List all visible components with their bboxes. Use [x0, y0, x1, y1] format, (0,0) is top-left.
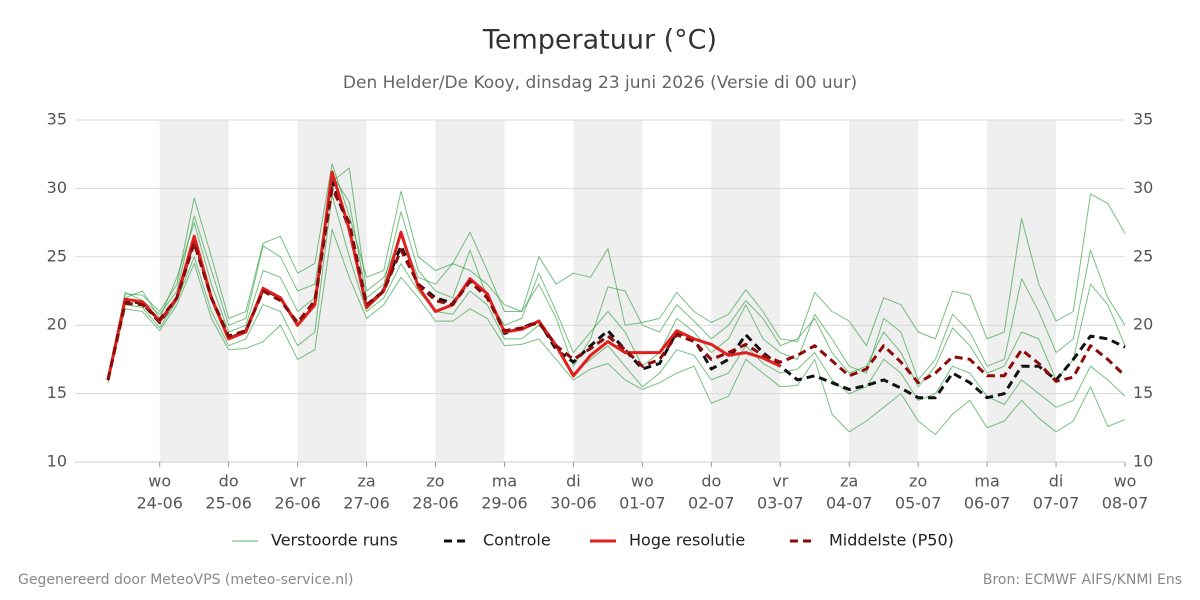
- y2-tick-label: 10: [1133, 452, 1153, 471]
- x-tick-date: 03-07: [757, 494, 804, 513]
- ensemble-line: [107, 194, 1126, 408]
- x-tick-weekday: do: [701, 472, 721, 491]
- x-tick-weekday: wo: [1114, 472, 1137, 491]
- footer-right: Bron: ECMWF AIFS/KNMI Ens: [983, 572, 1182, 588]
- y-tick-label: 10: [47, 452, 67, 471]
- y-tick-label: 20: [47, 315, 67, 334]
- x-tick-weekday: do: [219, 472, 239, 491]
- chart-title: Temperatuur (°C): [482, 25, 717, 56]
- x-tick-date: 25-06: [205, 494, 252, 513]
- day-band: [849, 120, 919, 462]
- legend-label: Verstoorde runs: [271, 531, 398, 550]
- y2-tick-label: 15: [1133, 383, 1153, 402]
- x-tick-date: 06-07: [964, 494, 1011, 513]
- x-tick-weekday: zo: [909, 472, 927, 491]
- ensemble-line: [107, 174, 1126, 381]
- x-tick-weekday: wo: [148, 472, 171, 491]
- y-tick-label: 25: [47, 246, 67, 265]
- y-tick-label: 30: [47, 178, 67, 197]
- legend-label: Hoge resolutie: [629, 531, 745, 550]
- x-tick-date: 04-07: [826, 494, 873, 513]
- x-tick-date: 29-06: [481, 494, 528, 513]
- day-band: [711, 120, 781, 462]
- ensemble-line: [107, 167, 1126, 388]
- footer-left: Gegenereerd door MeteoVPS (meteo-service…: [18, 572, 353, 588]
- y2-tick-label: 35: [1133, 110, 1153, 129]
- ensemble-line: [107, 163, 1126, 380]
- x-tick-weekday: wo: [631, 472, 654, 491]
- x-tick-weekday: di: [1049, 472, 1064, 491]
- x-tick-weekday: vr: [290, 472, 306, 491]
- x-tick-weekday: di: [566, 472, 581, 491]
- x-tick-date: 26-06: [274, 494, 321, 513]
- y-tick-label: 15: [47, 383, 67, 402]
- day-band: [573, 120, 643, 462]
- x-tick-weekday: za: [840, 472, 858, 491]
- x-tick-date: 27-06: [343, 494, 390, 513]
- x-tick-weekday: ma: [492, 472, 517, 491]
- x-tick-date: 01-07: [619, 494, 666, 513]
- x-tick-weekday: zo: [426, 472, 444, 491]
- x-tick-date: 08-07: [1102, 494, 1149, 513]
- series-line: [106, 170, 781, 381]
- x-tick-date: 02-07: [688, 494, 735, 513]
- chart-subtitle: Den Helder/De Kooy, dinsdag 23 juni 2026…: [343, 73, 857, 93]
- legend-label: Controle: [483, 531, 551, 550]
- day-band: [987, 120, 1057, 462]
- x-tick-date: 30-06: [550, 494, 597, 513]
- x-tick-date: 28-06: [412, 494, 459, 513]
- x-tick-weekday: za: [357, 472, 375, 491]
- legend-label: Middelste (P50): [829, 531, 954, 550]
- series-line: [106, 180, 1126, 400]
- y2-tick-label: 30: [1133, 178, 1153, 197]
- ensemble-line: [107, 228, 1126, 436]
- x-tick-date: 24-06: [136, 494, 183, 513]
- series-line: [106, 186, 1127, 385]
- x-tick-date: 07-07: [1033, 494, 1080, 513]
- x-tick-weekday: ma: [974, 472, 999, 491]
- y-tick-label: 35: [47, 110, 67, 129]
- x-tick-weekday: vr: [772, 472, 788, 491]
- y2-tick-label: 20: [1133, 315, 1153, 334]
- y2-tick-label: 25: [1133, 246, 1153, 265]
- x-tick-date: 05-07: [895, 494, 942, 513]
